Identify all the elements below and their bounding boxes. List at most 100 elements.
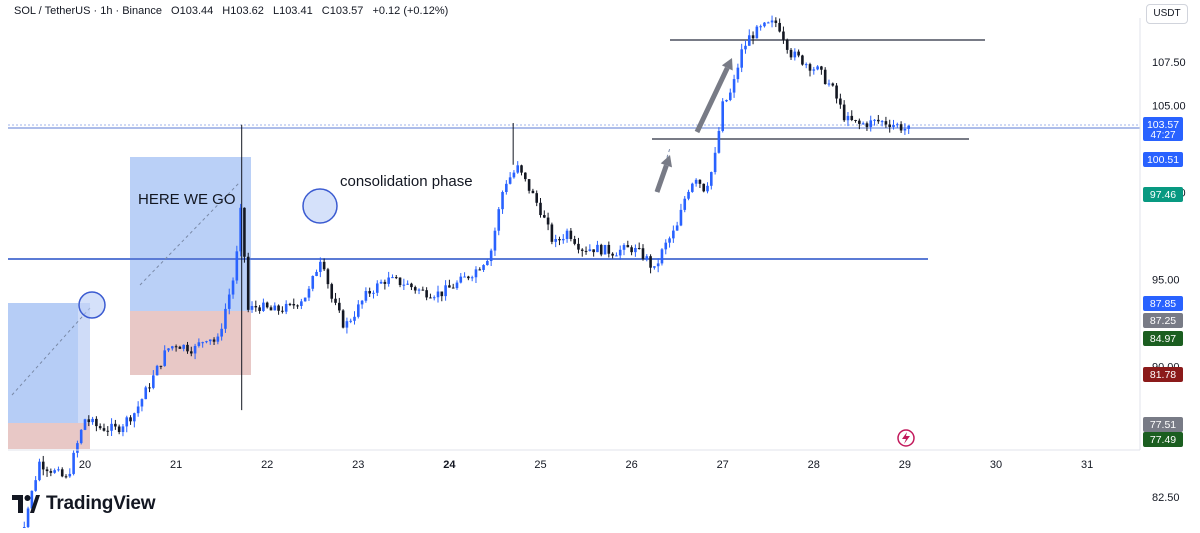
candle-body — [235, 251, 239, 281]
candle — [467, 275, 470, 281]
candle-body — [710, 172, 713, 186]
candle-body — [455, 282, 459, 289]
candle — [793, 48, 797, 61]
candle-body — [740, 49, 743, 68]
candle-body — [353, 316, 356, 321]
candle — [607, 241, 611, 258]
candle-body — [326, 269, 330, 285]
candle-body — [322, 261, 326, 270]
price-tag-box — [1143, 417, 1183, 432]
candle — [205, 340, 208, 344]
candle-body — [732, 79, 736, 93]
candle — [49, 468, 53, 477]
candle — [850, 110, 854, 122]
candle — [505, 180, 508, 195]
candle-body — [603, 244, 607, 255]
candle — [406, 280, 409, 285]
candle — [899, 121, 903, 133]
candle — [239, 203, 242, 257]
candle — [212, 337, 216, 345]
candle — [152, 370, 155, 390]
close-value: C103.57 — [321, 5, 364, 17]
candle — [288, 302, 292, 307]
brand[interactable]: TradingView — [12, 490, 156, 518]
candle — [364, 287, 368, 303]
candle — [713, 146, 717, 175]
candle-body — [197, 342, 201, 346]
candle — [755, 24, 759, 39]
candle — [812, 66, 816, 75]
price-tag-label: 100.51 — [1147, 154, 1179, 166]
price-tag-box — [1143, 296, 1183, 311]
candle-body — [133, 413, 136, 422]
candle — [258, 305, 261, 314]
candle — [561, 234, 565, 244]
candle — [759, 24, 762, 31]
candle — [816, 65, 819, 71]
candle-body — [820, 66, 823, 70]
candle-body — [759, 26, 762, 28]
x-tick-label: 27 — [717, 459, 729, 471]
symbol-title[interactable]: SOL / TetherUS · 1h · Binance — [14, 5, 162, 17]
candle-body — [717, 130, 721, 153]
candle — [398, 277, 402, 288]
candle — [379, 279, 383, 284]
candle — [531, 188, 535, 194]
candle-body — [140, 399, 144, 407]
candle — [349, 318, 353, 324]
candle-body — [26, 508, 30, 528]
candle-body — [379, 281, 383, 284]
price-tag-box — [1143, 331, 1183, 346]
change-value: +0.12 (+0.12%) — [372, 5, 449, 17]
candle-body — [622, 245, 626, 250]
candle-body — [402, 284, 406, 286]
candle — [34, 476, 37, 492]
candle-body — [201, 342, 204, 344]
candle — [558, 236, 561, 246]
candle-body — [57, 469, 60, 471]
price-tag-label: 84.97 — [1150, 333, 1176, 345]
candle-body — [789, 49, 793, 58]
candle — [76, 440, 79, 458]
candle-body — [804, 64, 808, 66]
candle-body — [76, 443, 79, 453]
candle-body — [478, 269, 482, 271]
price-tag-box — [1143, 313, 1183, 328]
x-tick-label: 24 — [443, 459, 456, 471]
candle-body — [463, 276, 466, 278]
candle-body — [698, 179, 702, 184]
candle — [178, 345, 182, 349]
candle-body — [114, 423, 117, 427]
candle — [634, 244, 637, 257]
candle-body — [83, 419, 87, 430]
candle-body — [470, 277, 474, 279]
y-tick-label: 82.50 — [1152, 492, 1180, 504]
candle-body — [159, 365, 163, 367]
candle-body — [542, 215, 546, 218]
candle — [387, 271, 390, 287]
demand-zone-1 — [8, 303, 86, 423]
candle — [375, 280, 379, 297]
candle-body — [391, 277, 394, 279]
candle — [774, 17, 778, 28]
candle-body — [508, 177, 512, 184]
candle-body — [615, 255, 618, 257]
candle — [208, 339, 212, 345]
candle-body — [357, 304, 360, 317]
demand-zone-2 — [130, 157, 251, 311]
y-tick-label: 105.00 — [1152, 101, 1186, 113]
price-tag: 81.78 — [1143, 367, 1183, 382]
candle-body — [91, 418, 94, 423]
candle-body — [429, 297, 432, 299]
candle — [60, 467, 64, 478]
candle-body — [273, 305, 277, 311]
candle-body — [550, 224, 554, 242]
candle — [216, 333, 220, 345]
currency-button[interactable]: USDT — [1146, 4, 1188, 24]
candle-body — [212, 339, 216, 342]
candle — [603, 244, 607, 255]
candle — [220, 323, 223, 341]
candle — [520, 164, 523, 176]
